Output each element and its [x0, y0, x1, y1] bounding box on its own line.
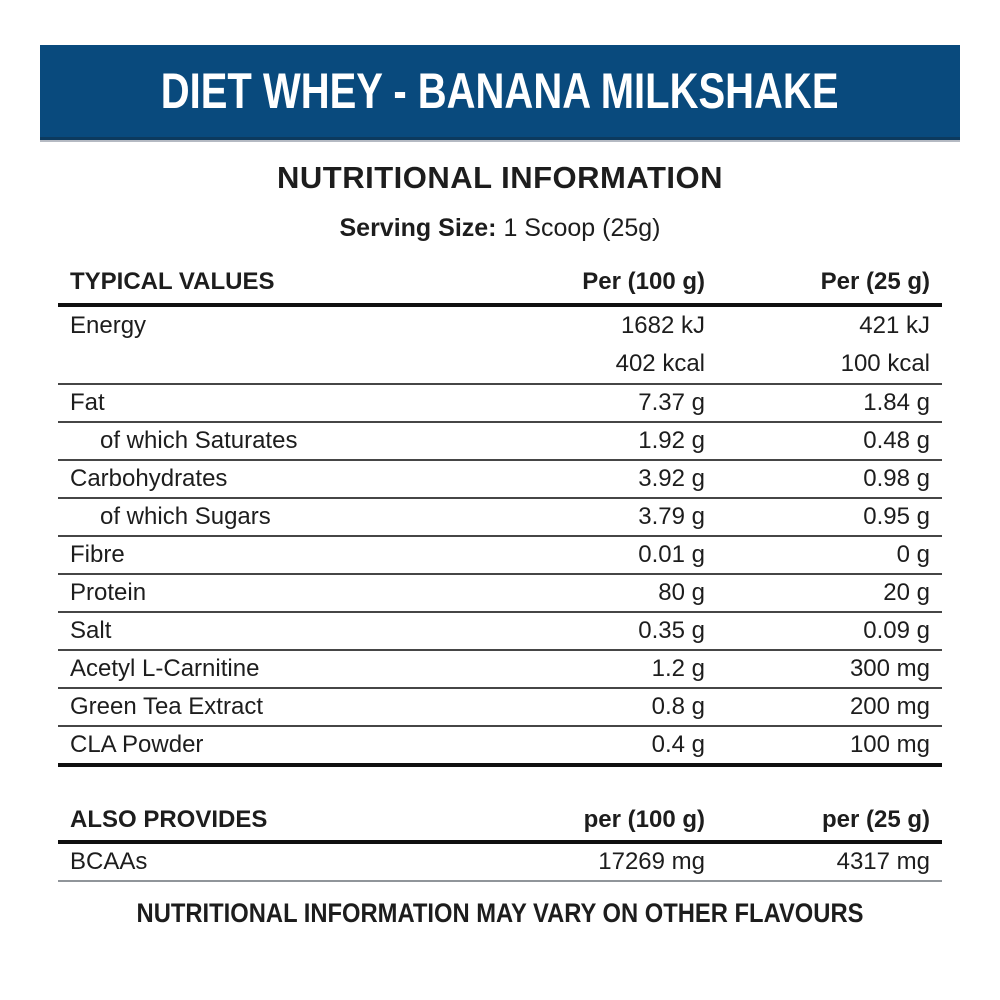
row-label: Energy — [70, 312, 147, 339]
row-label: Salt — [70, 617, 112, 644]
table-row-sugars: of which Sugars 3.79 g 0.95 g — [58, 497, 942, 535]
table-row-protein: Protein 80 g 20 g — [58, 573, 942, 611]
row-value-per-100g: 7.37 g — [638, 389, 705, 416]
row-label: Fibre — [70, 541, 125, 568]
row-label: of which Saturates — [100, 427, 298, 454]
row-value-per-25g: 0.95 g — [863, 503, 930, 530]
row-value-per-25g: 0.09 g — [863, 617, 930, 644]
typical-values-header-row: TYPICAL VALUES Per (100 g) Per (25 g) — [58, 268, 942, 307]
row-value-per-100g: 3.79 g — [638, 503, 705, 530]
table-row-energy-kj: Energy 1682 kJ 421 kJ — [58, 307, 942, 345]
row-value-per-25g: 300 mg — [849, 655, 930, 682]
product-banner: DIET WHEY - BANANA MILKSHAKE — [40, 45, 960, 140]
table-row-green-tea-extract: Green Tea Extract 0.8 g 200 mg — [58, 687, 942, 725]
table-row-acetyl-l-carnitine: Acetyl L-Carnitine 1.2 g 300 mg — [58, 649, 942, 687]
row-value-per-100g: 0.01 g — [638, 541, 705, 568]
table-row-carbohydrates: Carbohydrates 3.92 g 0.98 g — [58, 459, 942, 497]
row-value-per-25g: 4317 mg — [836, 848, 930, 875]
row-value-per-25g: 200 mg — [849, 693, 930, 720]
table-row-bcaas: BCAAs 17269 mg 4317 mg — [58, 844, 942, 882]
footer: NUTRITIONAL INFORMATION MAY VARY ON OTHE… — [0, 898, 1000, 929]
product-title: DIET WHEY - BANANA MILKSHAKE — [161, 63, 839, 119]
row-value-per-25g: 0.48 g — [863, 427, 930, 454]
row-label: CLA Powder — [70, 731, 204, 758]
footer-note: NUTRITIONAL INFORMATION MAY VARY ON OTHE… — [136, 898, 864, 928]
table-row-cla-powder: CLA Powder 0.4 g 100 mg — [58, 725, 942, 763]
row-label: Protein — [70, 579, 147, 606]
column-header-per-25g: per (25 g) — [821, 806, 930, 833]
row-value-per-25g: 100 mg — [849, 731, 930, 758]
row-value-per-100g: 1.2 g — [651, 655, 705, 682]
column-header-per-100g: per (100 g) — [583, 806, 705, 833]
column-header-per-100g: Per (100 g) — [582, 268, 705, 295]
row-value-per-100g: 0.8 g — [651, 693, 705, 720]
table-row-saturates: of which Saturates 1.92 g 0.48 g — [58, 421, 942, 459]
table-row-fibre: Fibre 0.01 g 0 g — [58, 535, 942, 573]
row-value-per-25g: 1.84 g — [863, 389, 930, 416]
row-value-per-25g: 0 g — [896, 541, 930, 568]
row-label: Green Tea Extract — [70, 693, 263, 720]
table-row-fat: Fat 7.37 g 1.84 g — [58, 383, 942, 421]
column-header-also-provides: ALSO PROVIDES — [70, 806, 268, 833]
row-value-per-100g: 80 g — [658, 579, 705, 606]
row-value-per-100g: 17269 mg — [598, 848, 705, 875]
row-value-per-100g: 1.92 g — [638, 427, 705, 454]
row-value-per-100g: 3.92 g — [638, 465, 705, 492]
serving-size-label: Serving Size: — [339, 214, 497, 242]
row-value-per-25g: 421 kJ — [859, 312, 930, 339]
row-value-per-100g: 402 kcal — [615, 350, 705, 377]
serving-size: Serving Size: 1 Scoop (25g) — [0, 214, 1000, 243]
row-value-per-25g: 0.98 g — [863, 465, 930, 492]
row-label: of which Sugars — [100, 503, 271, 530]
also-provides-table: ALSO PROVIDES per (100 g) per (25 g) BCA… — [58, 806, 942, 882]
typical-values-table: TYPICAL VALUES Per (100 g) Per (25 g) En… — [58, 268, 942, 767]
row-value-per-25g: 100 kcal — [840, 350, 930, 377]
serving-size-value: 1 Scoop (25g) — [503, 214, 661, 242]
column-header-per-25g: Per (25 g) — [820, 268, 930, 295]
table-row-energy-kcal: 402 kcal 100 kcal — [58, 345, 942, 383]
row-value-per-100g: 1682 kJ — [620, 312, 705, 339]
row-value-per-100g: 0.35 g — [638, 617, 705, 644]
row-label: Acetyl L-Carnitine — [70, 655, 260, 682]
table-row-salt: Salt 0.35 g 0.09 g — [58, 611, 942, 649]
row-value-per-25g: 20 g — [883, 579, 930, 606]
row-label: BCAAs — [70, 848, 148, 875]
column-header-typical-values: TYPICAL VALUES — [70, 268, 275, 295]
row-label: Fat — [70, 389, 105, 416]
page-title: NUTRITIONAL INFORMATION — [276, 160, 724, 195]
also-provides-header-row: ALSO PROVIDES per (100 g) per (25 g) — [58, 806, 942, 844]
row-value-per-100g: 0.4 g — [651, 731, 705, 758]
row-label: Carbohydrates — [70, 465, 228, 492]
